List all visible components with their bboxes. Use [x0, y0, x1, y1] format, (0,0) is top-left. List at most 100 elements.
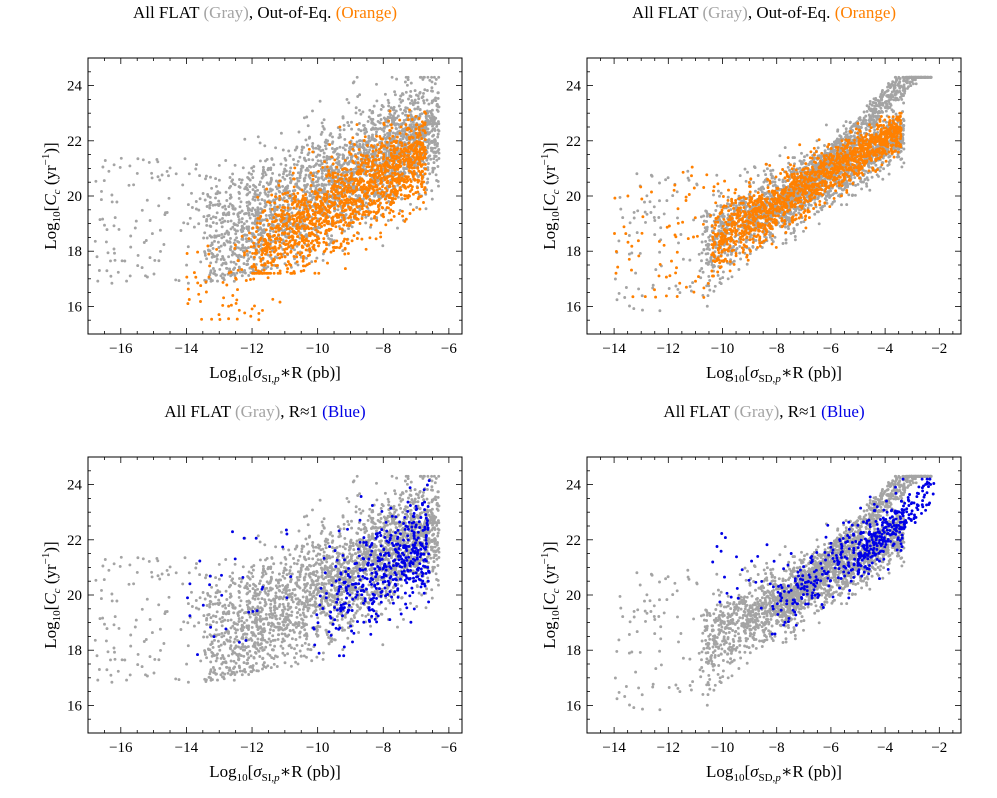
- point-gray: [422, 75, 426, 79]
- point-orange: [385, 206, 389, 210]
- point-orange: [292, 177, 296, 181]
- point-orange: [393, 179, 397, 183]
- point-orange: [231, 294, 235, 297]
- point-gray: [307, 175, 311, 178]
- point-gray: [361, 143, 365, 146]
- point-orange: [268, 250, 272, 254]
- point-gray: [194, 200, 198, 203]
- point-gray: [308, 191, 312, 195]
- point-orange: [276, 252, 280, 256]
- point-orange: [392, 190, 396, 194]
- point-orange: [379, 192, 383, 196]
- point-orange: [297, 229, 300, 233]
- point-orange: [323, 223, 326, 227]
- point-orange: [314, 259, 317, 263]
- point-orange: [399, 188, 403, 192]
- point-orange: [257, 269, 260, 273]
- point-orange: [268, 201, 272, 205]
- point-orange: [281, 209, 285, 213]
- point-gray: [250, 172, 254, 176]
- point-gray: [303, 187, 307, 190]
- point-orange: [382, 144, 386, 148]
- point-orange: [409, 129, 413, 133]
- point-orange: [418, 150, 422, 154]
- point-gray: [264, 203, 268, 207]
- point-gray: [239, 200, 243, 204]
- point-orange: [366, 210, 370, 214]
- point-gray: [397, 104, 401, 108]
- point-gray: [228, 176, 232, 179]
- point-orange: [300, 224, 304, 228]
- point-gray: [302, 145, 306, 149]
- point-orange: [324, 216, 328, 220]
- point-gray: [416, 175, 420, 179]
- point-orange: [317, 271, 321, 275]
- point-gray: [223, 219, 227, 223]
- point-orange: [410, 143, 413, 147]
- point-orange: [300, 238, 304, 242]
- point-orange: [284, 239, 288, 243]
- point-orange: [265, 187, 269, 191]
- point-orange: [330, 190, 334, 194]
- point-orange: [384, 176, 388, 180]
- point-orange: [296, 202, 300, 206]
- point-orange: [279, 219, 283, 223]
- point-gray: [398, 138, 402, 141]
- point-gray: [230, 204, 234, 207]
- point-orange: [366, 169, 370, 173]
- point-gray: [716, 273, 720, 277]
- point-gray: [372, 104, 376, 108]
- point-orange: [204, 280, 208, 284]
- point-gray: [427, 102, 431, 106]
- point-orange: [374, 148, 378, 152]
- point-orange: [313, 234, 317, 237]
- point-orange: [328, 195, 332, 198]
- point-gray: [748, 252, 752, 256]
- point-gray: [281, 229, 285, 233]
- point-gray: [435, 158, 439, 162]
- point-gray: [315, 256, 319, 260]
- point-orange: [380, 171, 384, 175]
- point-orange: [415, 123, 418, 127]
- point-orange: [285, 221, 289, 225]
- point-orange: [379, 231, 383, 235]
- point-orange: [337, 220, 341, 224]
- point-gray: [233, 223, 237, 227]
- point-gray: [209, 225, 213, 228]
- point-gray: [762, 180, 766, 184]
- point-orange: [207, 275, 211, 279]
- point-gray: [94, 179, 98, 183]
- point-orange: [420, 141, 424, 145]
- point-gray: [384, 208, 388, 212]
- point-orange: [262, 268, 266, 272]
- point-orange: [285, 270, 289, 274]
- point-orange: [382, 215, 386, 219]
- point-gray: [293, 248, 296, 252]
- point-gray: [253, 192, 257, 196]
- point-gray: [247, 257, 251, 261]
- point-gray: [246, 208, 250, 212]
- y-tick-label: 22: [67, 134, 82, 150]
- point-gray: [256, 214, 260, 217]
- point-gray: [240, 209, 244, 213]
- point-gray: [418, 75, 422, 79]
- point-gray: [675, 190, 679, 194]
- point-gray: [361, 145, 365, 149]
- point-orange: [420, 124, 424, 128]
- point-gray: [366, 119, 370, 123]
- point-orange: [363, 213, 367, 217]
- point-gray: [248, 190, 252, 194]
- point-gray: [400, 197, 404, 201]
- point-orange: [245, 249, 249, 253]
- point-orange: [256, 225, 259, 229]
- point-gray: [214, 273, 218, 277]
- point-gray: [105, 269, 109, 273]
- point-orange: [355, 237, 359, 240]
- point-gray: [250, 212, 254, 216]
- point-gray: [393, 93, 397, 97]
- point-orange: [337, 191, 341, 195]
- point-orange: [320, 225, 324, 228]
- point-gray: [106, 251, 110, 255]
- point-orange: [351, 198, 355, 202]
- point-gray: [288, 176, 292, 180]
